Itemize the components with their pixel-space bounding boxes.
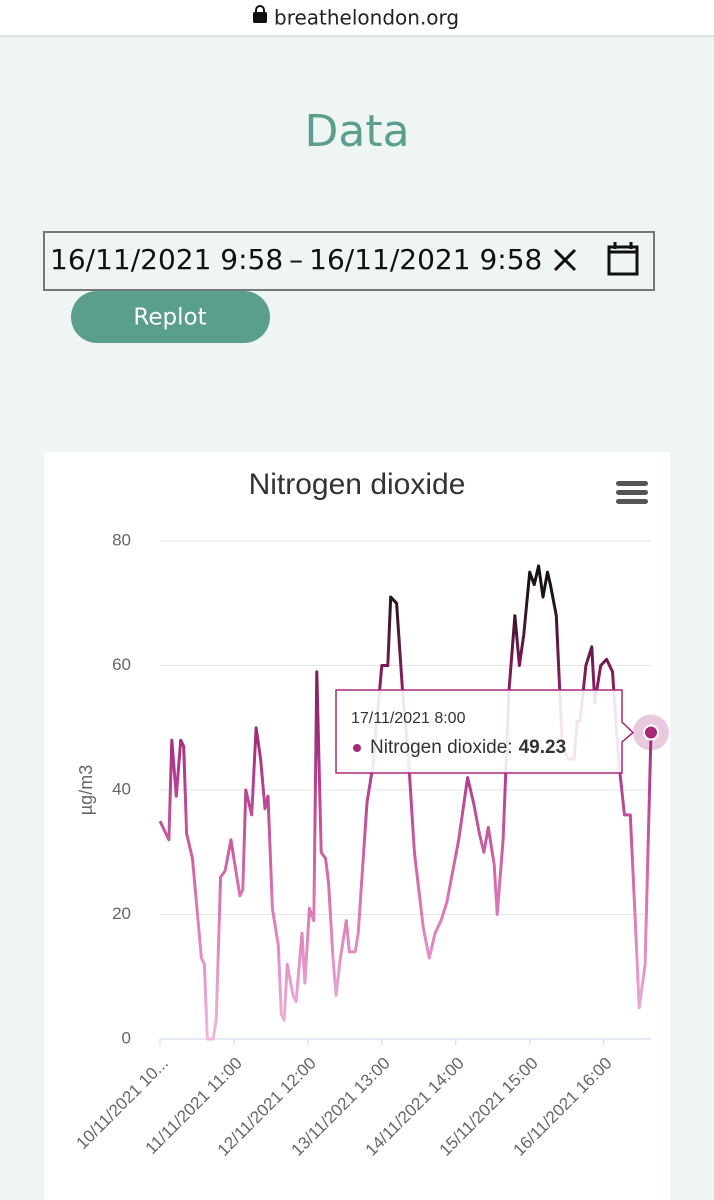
calendar-icon[interactable] (607, 242, 639, 276)
date-separator: – (289, 243, 303, 276)
page-heading: Data (304, 106, 409, 157)
replot-button[interactable]: Replot (71, 291, 270, 343)
replot-label: Replot (133, 305, 206, 331)
tooltip-label: Nitrogen dioxide: (370, 737, 513, 758)
tooltip-value: 49.23 (519, 737, 567, 758)
lock-icon (253, 5, 267, 23)
url[interactable]: breathelondon.org (274, 6, 459, 30)
browser-bar (0, 0, 714, 36)
tooltip-dot (353, 744, 361, 752)
chart-title: Nitrogen dioxide (249, 468, 466, 501)
chart-menu[interactable] (616, 481, 648, 504)
date-to: 16/11/2021 9:58 (309, 243, 542, 276)
date-range-text: 16/11/2021 9:58–16/11/2021 9:58 (50, 243, 542, 276)
y-tick-label: 20 (112, 904, 131, 923)
y-tick-label: 60 (112, 655, 131, 674)
tooltip-line: Nitrogen dioxide: 49.23 (370, 737, 566, 758)
tooltip: 17/11/2021 8:00 Nitrogen dioxide: 49.23 (335, 689, 635, 774)
date-range-field[interactable]: 16/11/2021 9:58–16/11/2021 9:58 (43, 231, 655, 291)
chart-card (44, 452, 670, 1200)
tooltip-box (335, 689, 635, 774)
y-tick-label: 0 (122, 1028, 131, 1047)
y-tick-label: 40 (112, 779, 131, 798)
clear-icon[interactable] (553, 248, 577, 272)
hover-point (643, 724, 659, 741)
date-from: 16/11/2021 9:58 (50, 243, 283, 276)
y-tick-label: 80 (112, 530, 131, 549)
y-axis-label: µg/m3 (76, 765, 96, 815)
tooltip-x: 17/11/2021 8:00 (351, 710, 466, 727)
